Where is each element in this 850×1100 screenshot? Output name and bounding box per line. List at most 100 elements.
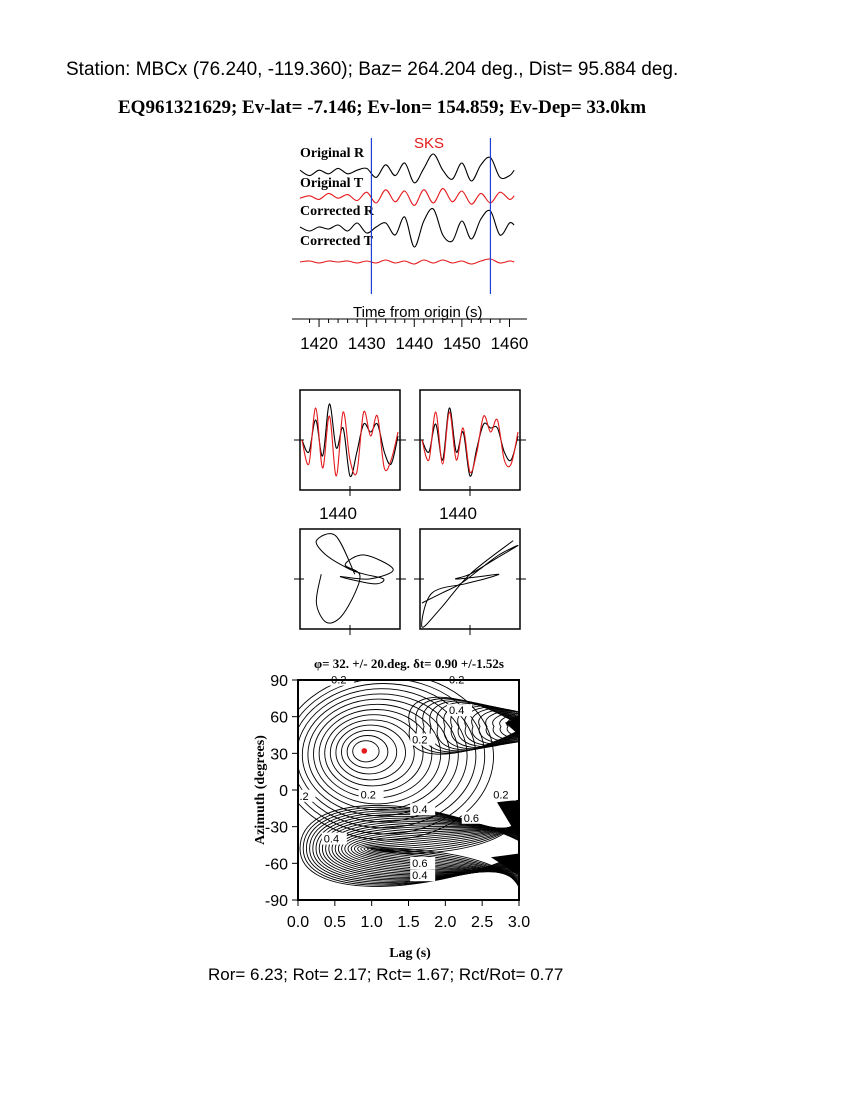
particle-motion-trace [315, 533, 394, 624]
contour-line [373, 819, 519, 885]
trace-original-t [299, 188, 515, 206]
y-tick-label: 60 [270, 710, 288, 727]
trace-corrected-t [299, 258, 515, 265]
time-tick-label: 1450 [443, 334, 481, 353]
contour-line [506, 715, 519, 740]
phase-label: SKS [414, 135, 444, 152]
y-tick-label: 30 [270, 746, 288, 763]
contour-label: 0.4 [412, 804, 427, 816]
energy-contour-panel: 0.2 0.20.40.2.2 0.2 0.20.40.60.40.60.490603… [253, 656, 530, 961]
time-tick-label: 1420 [300, 334, 338, 353]
contour-label: 0.4 [412, 870, 427, 882]
contour-ring [298, 683, 477, 829]
best-estimate-marker [361, 748, 368, 754]
particle-motion-trace [421, 540, 519, 628]
contour-line [321, 817, 519, 878]
station-line: Station: MBCx (76.240, -119.360); Baz= 2… [66, 59, 679, 80]
y-axis-title: Azimuth (degrees) [253, 735, 268, 845]
contour-ring [301, 693, 459, 817]
contour-line [331, 822, 519, 875]
contour-label-bg [410, 803, 436, 816]
contour-label-bg [447, 704, 473, 717]
contour-line [328, 821, 519, 876]
contour-line [360, 823, 519, 880]
time-axis-title: Time from origin (s) [353, 304, 482, 321]
x-tick-label: 1.0 [361, 914, 383, 931]
contour-line [369, 820, 519, 884]
contour-dense-zone [505, 716, 519, 735]
waveform-red [421, 411, 519, 474]
contour-line [350, 825, 519, 876]
trace-label: Corrected T [300, 234, 374, 249]
y-tick-label: -60 [265, 856, 288, 873]
event-line: EQ961321629; Ev-lat= -7.146; Ev-lon= 154… [118, 97, 647, 118]
x-tick-label: 0.0 [287, 914, 309, 931]
contour-ring [298, 688, 468, 823]
contour-dense-zone [497, 799, 519, 839]
time-tick-label: 1440 [395, 334, 433, 353]
contour-label-bg [321, 832, 347, 845]
contour-line [325, 819, 519, 877]
waveform-tick-label: 1440 [319, 504, 357, 523]
contour-line [499, 712, 519, 741]
particle-motion-panels [294, 528, 526, 635]
contour-label: .2 [299, 791, 308, 803]
contour-label: 0.6 [464, 813, 479, 825]
contour-lines [298, 680, 519, 888]
contour-label: 0.4 [324, 834, 339, 846]
contour-label: 0.2 [412, 735, 427, 747]
waveform-black [301, 403, 399, 478]
y-tick-label: -90 [265, 893, 288, 910]
contour-label-bg [461, 811, 487, 824]
contour-label-bg [358, 788, 384, 801]
contour-label-bg [410, 857, 436, 869]
x-tick-label: 3.0 [508, 914, 530, 931]
y-tick-label: -30 [265, 820, 288, 837]
contour-line [334, 824, 519, 874]
particle-motion-box [419, 528, 521, 630]
contour-line [318, 815, 519, 880]
contour-ring [341, 729, 398, 775]
contour-line [485, 710, 519, 744]
contour-line [363, 822, 519, 882]
contour-line [471, 707, 519, 745]
contour-label: 0.4 [449, 705, 464, 717]
contour-line [341, 827, 519, 873]
contour-line [353, 824, 519, 878]
trace-original-r [299, 153, 515, 184]
time-tick-label: 1430 [348, 334, 386, 353]
contour-label-bg [491, 788, 517, 801]
contour-ring [329, 719, 415, 787]
contour-dense-zone [491, 853, 519, 876]
y-tick-label: 0 [279, 783, 288, 800]
trace-label: Original T [300, 176, 364, 191]
waveform-comparison-panels: 1440 1440 [294, 389, 526, 523]
waveform-tick-label: 1440 [439, 504, 477, 523]
contour-line [344, 827, 519, 874]
x-tick-label: 2.5 [471, 914, 493, 931]
contour-ring [352, 740, 380, 763]
contour-ring [335, 724, 406, 781]
x-tick-label: 0.5 [324, 914, 346, 931]
contour-label: 0.2 [493, 790, 508, 802]
trace-label: Corrected R [300, 204, 375, 219]
contour-label-bg [410, 869, 436, 882]
contour-label: 0.6 [412, 858, 427, 870]
seismogram-panel: Original R Original T Corrected R Corrected… [292, 135, 528, 353]
contour-ring [346, 735, 389, 769]
contour-label-bg [297, 789, 316, 802]
contour-title: φ= 32. +/- 20.deg. δt= 0.90 +/-1.52s [314, 656, 504, 671]
trace-corrected-r [299, 208, 515, 248]
trace-label: Original R [300, 146, 365, 161]
contour-line [357, 824, 519, 879]
stats-line: Ror= 6.23; Rot= 2.17; Rct= 1.67; Rct/Rot… [208, 965, 564, 984]
contour-line [379, 817, 519, 888]
x-tick-label: 2.0 [434, 914, 456, 931]
contour-ring [324, 714, 424, 793]
x-tick-label: 1.5 [397, 914, 419, 931]
contour-label-bg [410, 733, 436, 746]
waveform-black [421, 407, 519, 477]
contour-line [347, 826, 519, 875]
y-tick-label: 90 [270, 673, 288, 690]
